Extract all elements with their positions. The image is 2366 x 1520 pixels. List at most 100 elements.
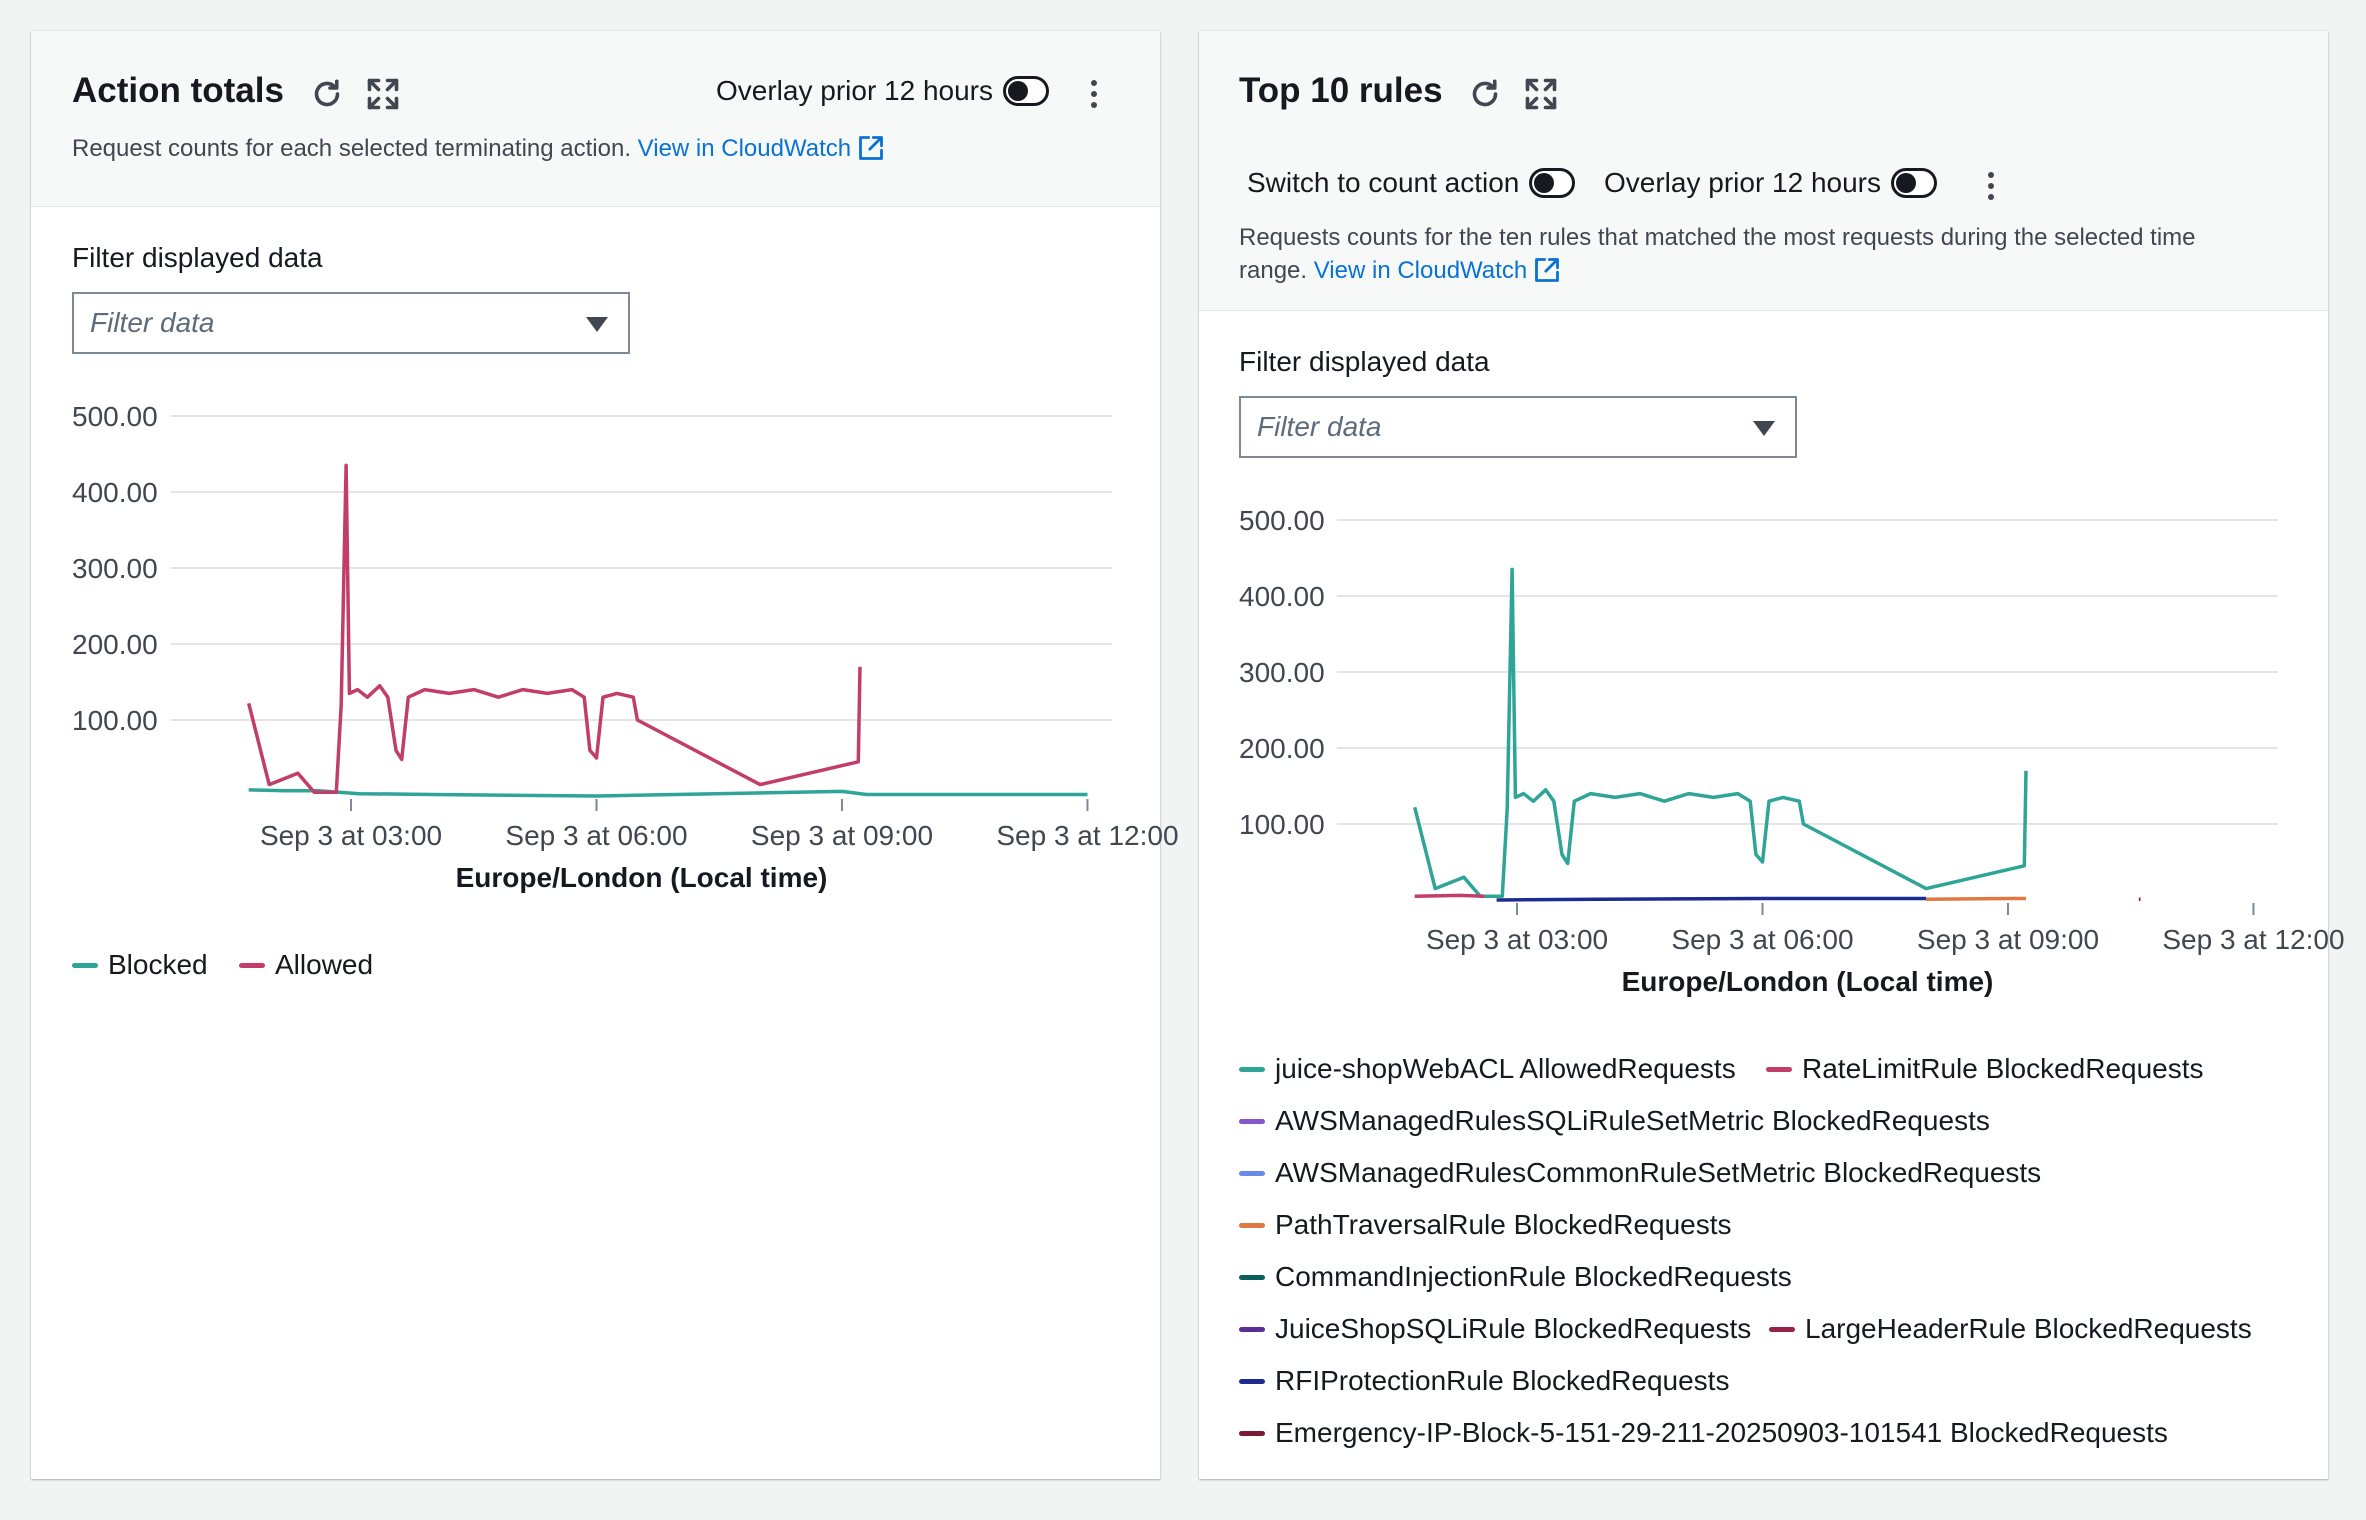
legend-label: RFIProtectionRule BlockedRequests — [1275, 1365, 1730, 1396]
description-text: range. — [1239, 257, 1308, 284]
x-tick-label: Sep 3 at 03:00 — [1426, 924, 1608, 955]
panel-header: Action totals Overlay prior 12 hours Req… — [31, 31, 1160, 207]
y-tick-label: 200.00 — [72, 629, 158, 660]
y-tick-label: 100.00 — [72, 705, 158, 736]
description-line-1: Requests counts for the ten rules that m… — [1239, 224, 2196, 251]
filter-placeholder: Filter data — [1257, 411, 1382, 442]
legend-label: Allowed — [275, 949, 374, 980]
legend-label: AWSManagedRulesCommonRuleSetMetric Block… — [1275, 1157, 2042, 1188]
x-axis-title: Europe/London (Local time) — [456, 862, 828, 893]
x-tick-label: Sep 3 at 09:00 — [751, 820, 933, 851]
filter-data-select[interactable]: Filter data — [1239, 396, 1797, 458]
legend-item[interactable]: CommandInjectionRule BlockedRequests — [1239, 1261, 1792, 1293]
count-action-toggle[interactable] — [1529, 168, 1576, 198]
y-tick-label: 500.00 — [72, 401, 158, 432]
expand-icon[interactable] — [1523, 76, 1559, 112]
x-tick-label: Sep 3 at 03:00 — [260, 820, 442, 851]
caret-down-icon — [1753, 421, 1775, 436]
filter-label: Filter displayed data — [72, 242, 323, 273]
x-tick-label: Sep 3 at 06:00 — [1671, 924, 1853, 955]
series-line-juice-shopwebacl-allowedrequests[interactable] — [1413, 567, 2028, 898]
more-options-icon[interactable] — [1981, 167, 2001, 207]
legend-item[interactable]: RFIProtectionRule BlockedRequests — [1239, 1365, 1729, 1397]
legend-swatch — [239, 962, 265, 968]
external-link-icon — [1535, 258, 1560, 282]
panel-title: Action totals — [72, 71, 284, 110]
legend-item[interactable]: RateLimitRule BlockedRequests — [1766, 1053, 2204, 1085]
y-tick-label: 400.00 — [72, 477, 158, 508]
overlay-toggle[interactable] — [1003, 76, 1050, 106]
series-line-ratelimitrule-blockedrequests[interactable] — [1414, 893, 1485, 898]
more-options-icon[interactable] — [1084, 75, 1104, 115]
view-in-cloudwatch-link[interactable]: View in CloudWatch — [1314, 257, 1561, 284]
legend-swatch — [1239, 1326, 1265, 1332]
legend-item[interactable]: Emergency-IP-Block-5-151-29-211-20250903… — [1239, 1417, 2168, 1449]
legend-label: CommandInjectionRule BlockedRequests — [1275, 1261, 1792, 1292]
legend-swatch — [1239, 1066, 1265, 1072]
overlay-toggle-group: Overlay prior 12 hours — [1604, 167, 1938, 199]
action-totals-panel: Action totals Overlay prior 12 hours Req… — [31, 31, 1179, 1479]
filter-placeholder: Filter data — [90, 307, 215, 338]
legend-swatch — [1239, 1222, 1265, 1228]
x-tick-label: Sep 3 at 12:00 — [2162, 924, 2344, 955]
series-line-rfiprotectionrule-blockedrequests[interactable] — [1496, 896, 1927, 902]
legend-swatch — [1766, 1066, 1792, 1072]
refresh-icon[interactable] — [1467, 76, 1503, 112]
description-text: Request counts for each selected termina… — [72, 135, 631, 162]
legend-swatch — [1769, 1326, 1795, 1332]
external-link-icon — [859, 136, 883, 160]
legend-swatch — [72, 962, 98, 968]
series-line-blocked[interactable] — [248, 788, 1088, 798]
legend-label: LargeHeaderRule BlockedRequests — [1805, 1313, 2252, 1344]
description-line-2: range. View in CloudWatch — [1239, 254, 2279, 287]
legend-label: JuiceShopSQLiRule BlockedRequests — [1275, 1313, 1752, 1344]
legend-label: Blocked — [108, 949, 208, 980]
legend-swatch — [1239, 1430, 1265, 1436]
x-tick-label: Sep 3 at 12:00 — [996, 820, 1178, 851]
y-tick-label: 400.00 — [1239, 581, 1325, 612]
panel-header: Top 10 rules Switch to count action Over… — [1199, 31, 2328, 311]
action-totals-chart: 500.00 400.00 300.00 200.00 100.00 Sep 3 at 0… — [72, 401, 1179, 893]
panel-description: Requests counts for the ten rules that m… — [1239, 221, 2279, 287]
count-action-toggle-group: Switch to count action — [1247, 167, 1576, 199]
legend-label: PathTraversalRule BlockedRequests — [1275, 1209, 1732, 1240]
legend-item[interactable]: PathTraversalRule BlockedRequests — [1239, 1209, 1732, 1241]
overlay-label: Overlay prior 12 hours — [716, 75, 994, 106]
legend-item[interactable]: AWSManagedRulesCommonRuleSetMetric Block… — [1239, 1157, 2041, 1189]
cloudwatch-link-text: View in CloudWatch — [1313, 257, 1528, 284]
legend-item[interactable]: LargeHeaderRule BlockedRequests — [1769, 1313, 2252, 1345]
series-line-allowed[interactable] — [247, 463, 862, 794]
y-tick-label: 100.00 — [1239, 809, 1325, 840]
view-in-cloudwatch-link[interactable]: View in CloudWatch — [638, 135, 885, 162]
legend-swatch — [1239, 1378, 1265, 1384]
legend-swatch — [1239, 1118, 1265, 1124]
legend-item[interactable]: AWSManagedRulesSQLiRuleSetMetric Blocked… — [1239, 1105, 1990, 1137]
caret-down-icon — [586, 317, 608, 332]
series-line-pathtraversalrule-blockedrequests[interactable] — [1926, 896, 2026, 901]
legend-swatch — [1239, 1170, 1265, 1176]
legend-label: RateLimitRule BlockedRequests — [1802, 1053, 2204, 1084]
panel-description: Request counts for each selected termina… — [72, 132, 885, 165]
legend-label: AWSManagedRulesSQLiRuleSetMetric Blocked… — [1275, 1105, 1990, 1136]
legend-swatch — [1239, 1274, 1265, 1280]
filter-label: Filter displayed data — [1239, 346, 1490, 377]
legend-label: Emergency-IP-Block-5-151-29-211-20250903… — [1275, 1417, 2168, 1448]
legend-label: juice-shopWebACL AllowedRequests — [1275, 1053, 1736, 1084]
y-tick-label: 300.00 — [1239, 657, 1325, 688]
refresh-icon[interactable] — [309, 76, 345, 112]
panel-title: Top 10 rules — [1239, 71, 1443, 110]
y-tick-label: 200.00 — [1239, 733, 1325, 764]
legend-item[interactable]: juice-shopWebACL AllowedRequests — [1239, 1053, 1736, 1085]
count-action-label: Switch to count action — [1247, 167, 1520, 198]
legend-item[interactable]: Blocked — [72, 949, 208, 981]
filter-data-select[interactable]: Filter data — [72, 292, 630, 354]
y-tick-label: 500.00 — [1239, 505, 1325, 536]
overlay-toggle[interactable] — [1891, 168, 1938, 198]
y-tick-label: 300.00 — [72, 553, 158, 584]
x-axis-title: Europe/London (Local time) — [1622, 966, 1994, 997]
legend-item[interactable]: JuiceShopSQLiRule BlockedRequests — [1239, 1313, 1751, 1345]
x-tick-label: Sep 3 at 06:00 — [505, 820, 687, 851]
expand-icon[interactable] — [365, 76, 401, 112]
top-10-rules-panel: Top 10 rules Switch to count action Over… — [1199, 31, 2345, 1479]
legend-item[interactable]: Allowed — [239, 949, 373, 981]
